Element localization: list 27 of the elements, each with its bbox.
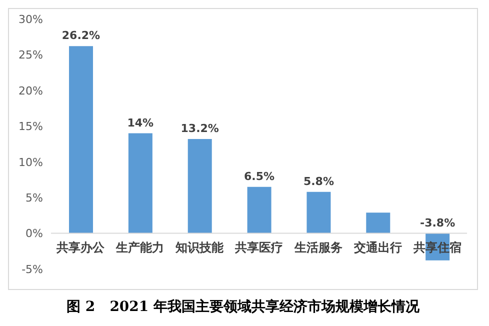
x-tick-label: 生活服务: [293, 240, 342, 254]
text: 图 2 2021 年我国主要领域共享经济市场规模增长情况: [65, 298, 421, 316]
y-tick-label: 20%: [18, 84, 43, 98]
data-label: 5.8%: [303, 174, 334, 188]
bar: [128, 133, 152, 234]
bar: [69, 46, 93, 234]
y-tick-label: 5%: [26, 191, 43, 204]
x-tick-label: 共享办公: [56, 240, 106, 254]
x-tick-label: 交通出行: [352, 240, 402, 254]
bar: [188, 139, 212, 234]
y-tick-label: 0%: [26, 227, 43, 240]
x-tick-label: 共享医疗: [234, 240, 283, 254]
data-label: 14%: [127, 116, 154, 130]
y-tick-label: -5%: [22, 262, 43, 276]
bar: [306, 192, 331, 234]
y-tick-label: 30%: [18, 12, 43, 26]
x-tick-label: 生产能力: [115, 240, 164, 254]
y-tick-label: 10%: [18, 156, 43, 169]
data-label: 6.5%: [244, 170, 275, 183]
data-label: 26.2%: [62, 29, 100, 42]
data-label: -3.8%: [420, 216, 456, 230]
data-label: 13.2%: [180, 122, 219, 135]
bar: [247, 186, 272, 234]
y-tick-label: 15%: [18, 120, 43, 134]
x-tick-label: 知识技能: [174, 240, 225, 254]
bar: [366, 212, 390, 234]
y-tick-label: 25%: [18, 48, 43, 62]
